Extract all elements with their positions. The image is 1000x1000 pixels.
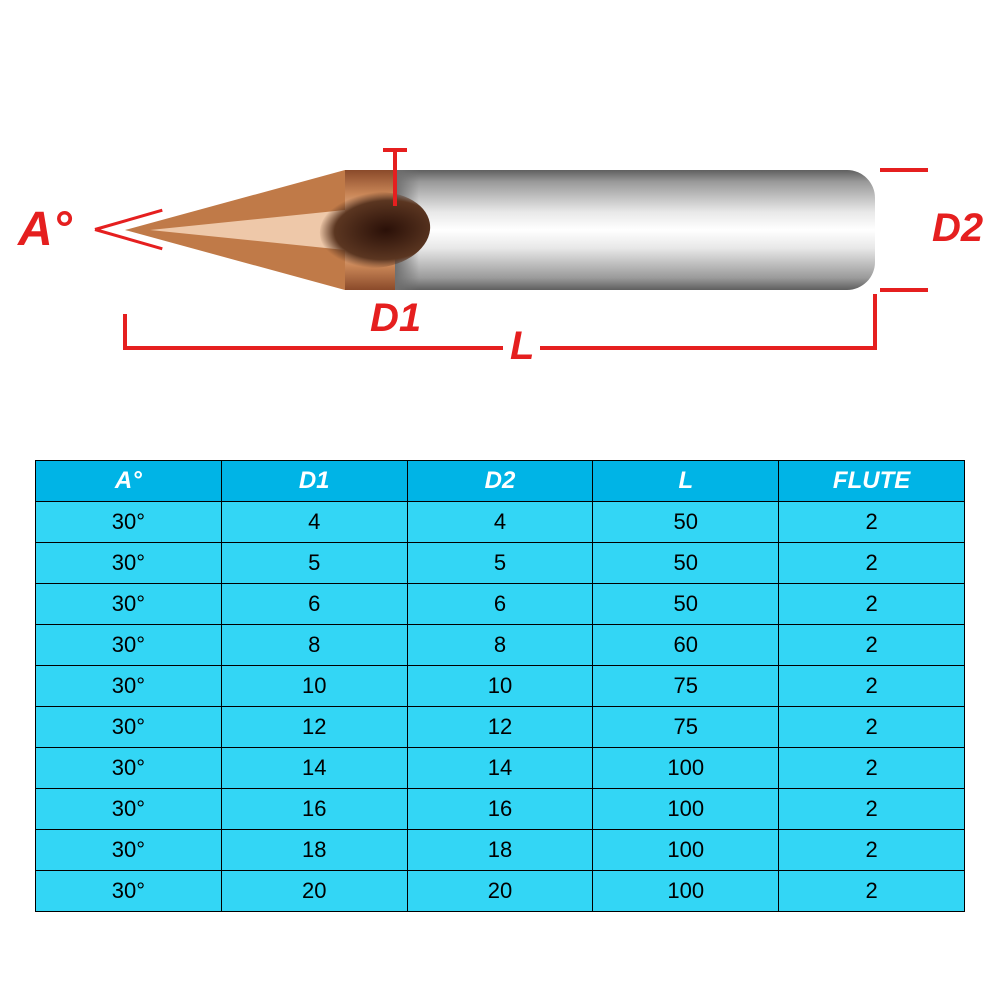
label-d2: D2 bbox=[932, 206, 983, 251]
table-cell: 2 bbox=[779, 584, 965, 625]
table-cell: 5 bbox=[407, 543, 593, 584]
tool-tip-highlight bbox=[150, 210, 345, 250]
table-row: 30°88602 bbox=[36, 625, 965, 666]
table-cell: 100 bbox=[593, 830, 779, 871]
d1-tick-top bbox=[383, 148, 407, 152]
table-cell: 2 bbox=[779, 789, 965, 830]
spec-table-head: A°D1D2LFLUTE bbox=[36, 461, 965, 502]
canvas: A° D1 D2 L A°D1D2LFLUTE 30°4450230°55502… bbox=[0, 0, 1000, 1000]
table-cell: 2 bbox=[779, 666, 965, 707]
table-cell: 30° bbox=[36, 707, 222, 748]
spec-table: A°D1D2LFLUTE 30°4450230°5550230°6650230°… bbox=[35, 460, 965, 912]
table-cell: 12 bbox=[407, 707, 593, 748]
table-cell: 16 bbox=[221, 789, 407, 830]
table-cell: 30° bbox=[36, 502, 222, 543]
table-cell: 5 bbox=[221, 543, 407, 584]
table-row: 30°66502 bbox=[36, 584, 965, 625]
table-cell: 2 bbox=[779, 625, 965, 666]
table-cell: 30° bbox=[36, 748, 222, 789]
table-cell: 75 bbox=[593, 666, 779, 707]
table-cell: 2 bbox=[779, 502, 965, 543]
col-header: D2 bbox=[407, 461, 593, 502]
l-tick-left bbox=[123, 314, 127, 350]
spec-table-body: 30°4450230°5550230°6650230°8860230°10107… bbox=[36, 502, 965, 912]
table-cell: 8 bbox=[407, 625, 593, 666]
table-cell: 10 bbox=[407, 666, 593, 707]
label-d1: D1 bbox=[370, 296, 421, 341]
table-row: 30°14141002 bbox=[36, 748, 965, 789]
table-cell: 2 bbox=[779, 543, 965, 584]
table-row: 30°20201002 bbox=[36, 871, 965, 912]
spec-table-wrap: A°D1D2LFLUTE 30°4450230°5550230°6650230°… bbox=[35, 460, 965, 912]
l-span-right bbox=[540, 346, 877, 350]
table-cell: 100 bbox=[593, 789, 779, 830]
tool-diagram: A° D1 D2 L bbox=[0, 140, 1000, 380]
table-cell: 18 bbox=[407, 830, 593, 871]
table-cell: 12 bbox=[221, 707, 407, 748]
col-header: L bbox=[593, 461, 779, 502]
table-cell: 30° bbox=[36, 830, 222, 871]
label-l: L bbox=[510, 324, 534, 369]
table-cell: 30° bbox=[36, 666, 222, 707]
table-row: 30°18181002 bbox=[36, 830, 965, 871]
table-cell: 50 bbox=[593, 502, 779, 543]
d2-tick-top bbox=[880, 168, 928, 172]
table-cell: 8 bbox=[221, 625, 407, 666]
table-cell: 30° bbox=[36, 789, 222, 830]
table-cell: 14 bbox=[221, 748, 407, 789]
table-cell: 2 bbox=[779, 830, 965, 871]
l-tick-right bbox=[873, 294, 877, 350]
table-cell: 60 bbox=[593, 625, 779, 666]
table-cell: 2 bbox=[779, 748, 965, 789]
col-header: FLUTE bbox=[779, 461, 965, 502]
table-cell: 4 bbox=[221, 502, 407, 543]
table-row: 30°16161002 bbox=[36, 789, 965, 830]
table-cell: 30° bbox=[36, 584, 222, 625]
table-cell: 10 bbox=[221, 666, 407, 707]
table-cell: 20 bbox=[221, 871, 407, 912]
table-cell: 6 bbox=[221, 584, 407, 625]
table-row: 30°1212752 bbox=[36, 707, 965, 748]
d2-tick-bot bbox=[880, 288, 928, 292]
table-cell: 75 bbox=[593, 707, 779, 748]
col-header: D1 bbox=[221, 461, 407, 502]
table-row: 30°44502 bbox=[36, 502, 965, 543]
table-cell: 4 bbox=[407, 502, 593, 543]
label-angle: A° bbox=[18, 202, 72, 257]
table-cell: 30° bbox=[36, 625, 222, 666]
table-cell: 16 bbox=[407, 789, 593, 830]
l-span-left bbox=[123, 346, 503, 350]
table-cell: 20 bbox=[407, 871, 593, 912]
table-cell: 18 bbox=[221, 830, 407, 871]
table-cell: 100 bbox=[593, 871, 779, 912]
table-cell: 2 bbox=[779, 871, 965, 912]
table-cell: 30° bbox=[36, 543, 222, 584]
table-cell: 2 bbox=[779, 707, 965, 748]
col-header: A° bbox=[36, 461, 222, 502]
table-cell: 30° bbox=[36, 871, 222, 912]
table-row: 30°55502 bbox=[36, 543, 965, 584]
table-cell: 50 bbox=[593, 584, 779, 625]
tool-shank bbox=[395, 170, 875, 290]
table-row: 30°1010752 bbox=[36, 666, 965, 707]
table-cell: 14 bbox=[407, 748, 593, 789]
table-cell: 50 bbox=[593, 543, 779, 584]
table-cell: 6 bbox=[407, 584, 593, 625]
table-cell: 100 bbox=[593, 748, 779, 789]
d1-line bbox=[393, 148, 397, 206]
